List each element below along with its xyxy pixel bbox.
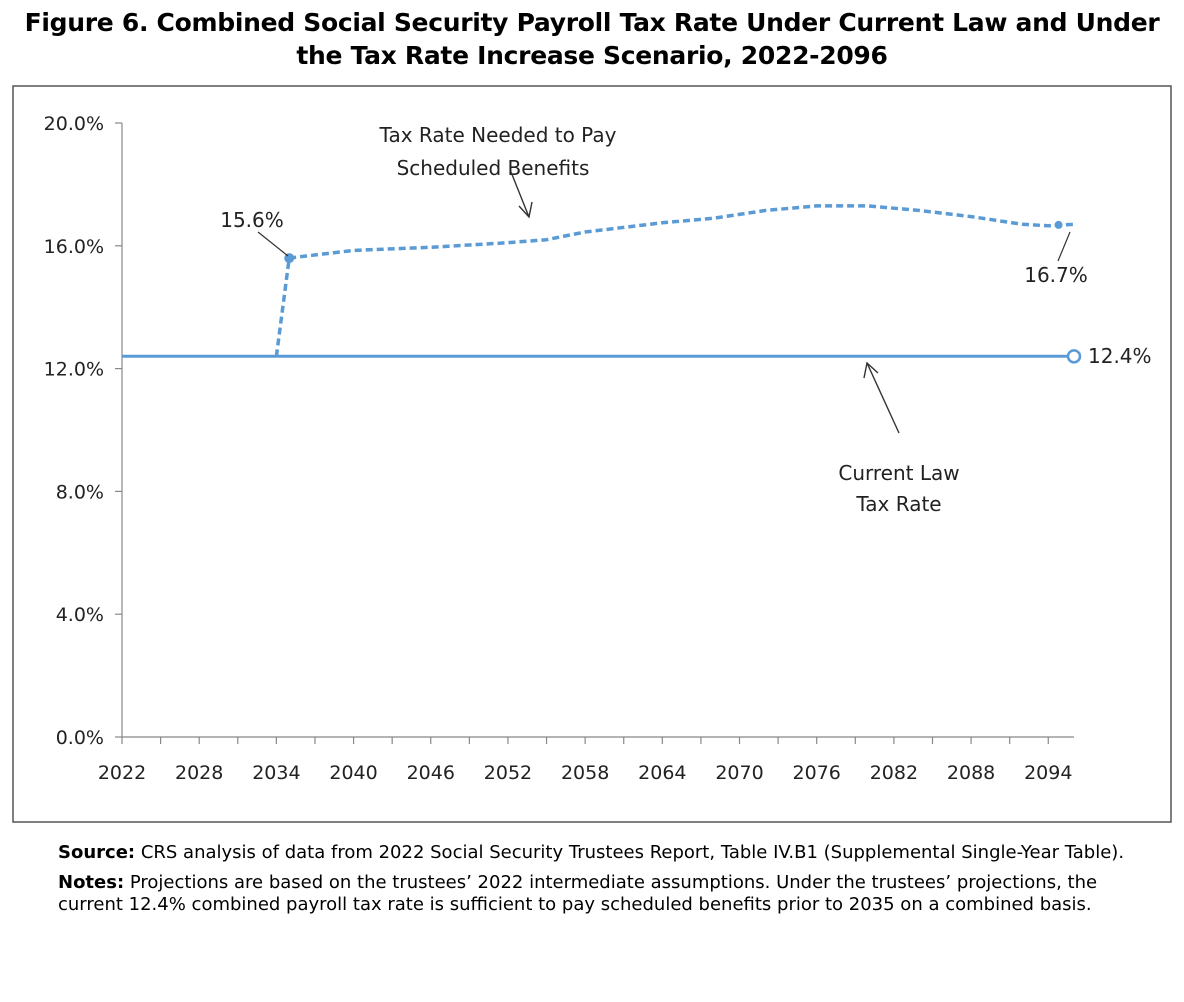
y-tick-label: 0.0% (56, 727, 104, 749)
marker-end-needed (1054, 220, 1063, 229)
series-layer (122, 204, 1082, 364)
x-tick-label: 2088 (947, 762, 995, 784)
figure-title: Figure 6. Combined Social Security Payro… (0, 6, 1184, 72)
arrow-needed-head (518, 201, 533, 219)
notes-label: Notes: (58, 872, 125, 893)
notes-note: Notes: Projections are based on the trus… (58, 872, 1158, 916)
x-tick-label: 2058 (561, 762, 609, 784)
chart: 0.0% 4.0% 8.0% 12.0% 16.0% 20.0% 2022 2028 2034 2… (12, 85, 1172, 823)
notes-text: Projections are based on the trustees’ 2… (58, 872, 1098, 915)
x-tick-label: 2040 (329, 762, 377, 784)
source-text: CRS analysis of data from 2022 Social Se… (135, 842, 1125, 863)
footnotes: Source: CRS analysis of data from 2022 S… (58, 842, 1158, 924)
annotation-current-line2: Tax Rate (855, 492, 941, 516)
y-tick-label: 12.0% (44, 359, 104, 381)
chart-frame (12, 85, 1172, 823)
annotation-layer: 15.6% 16.7% 12.4% Tax Rate Needed to Pay Sch… (220, 123, 1151, 516)
figure-title-line1: Figure 6. Combined Social Security Payro… (24, 8, 1160, 37)
label-12-4: 12.4% (1088, 344, 1152, 368)
arrow-needed-shaft (510, 171, 530, 218)
x-tick-label: 2022 (98, 762, 146, 784)
x-tick-label: 2076 (793, 762, 841, 784)
leader-15-6 (257, 231, 289, 257)
y-tick-label: 20.0% (44, 113, 104, 135)
x-tick-label: 2034 (252, 762, 300, 784)
x-tick-label: 2070 (715, 762, 763, 784)
annotation-needed-line1: Tax Rate Needed to Pay (379, 123, 617, 147)
series-line-needed-rate (274, 204, 1075, 357)
annotation-needed-line2: Scheduled Benefits (397, 156, 590, 180)
y-tick-label: 4.0% (56, 604, 104, 626)
marker-end-current-law (1066, 349, 1082, 364)
y-tick-label: 8.0% (56, 481, 104, 503)
leader-16-7 (1057, 231, 1071, 262)
label-16-7: 16.7% (1024, 263, 1088, 287)
annotation-current-line1: Current Law (838, 461, 959, 485)
source-note: Source: CRS analysis of data from 2022 S… (58, 842, 1158, 864)
arrow-current-shaft (866, 362, 900, 434)
x-tick-label: 2028 (175, 762, 223, 784)
x-tick-label: 2052 (484, 762, 532, 784)
x-tick-label: 2064 (638, 762, 686, 784)
axes: 0.0% 4.0% 8.0% 12.0% 16.0% 20.0% 2022 2028 2034 2… (44, 113, 1074, 784)
x-tick-label: 2094 (1024, 762, 1072, 784)
x-tick-label: 2046 (407, 762, 455, 784)
source-label: Source: (58, 842, 136, 863)
arrow-current-head (863, 361, 879, 379)
figure-title-line2: the Tax Rate Increase Scenario, 2022-209… (296, 41, 888, 70)
y-tick-label: 16.0% (44, 236, 104, 258)
label-15-6: 15.6% (220, 208, 284, 232)
x-tick-label: 2082 (870, 762, 918, 784)
